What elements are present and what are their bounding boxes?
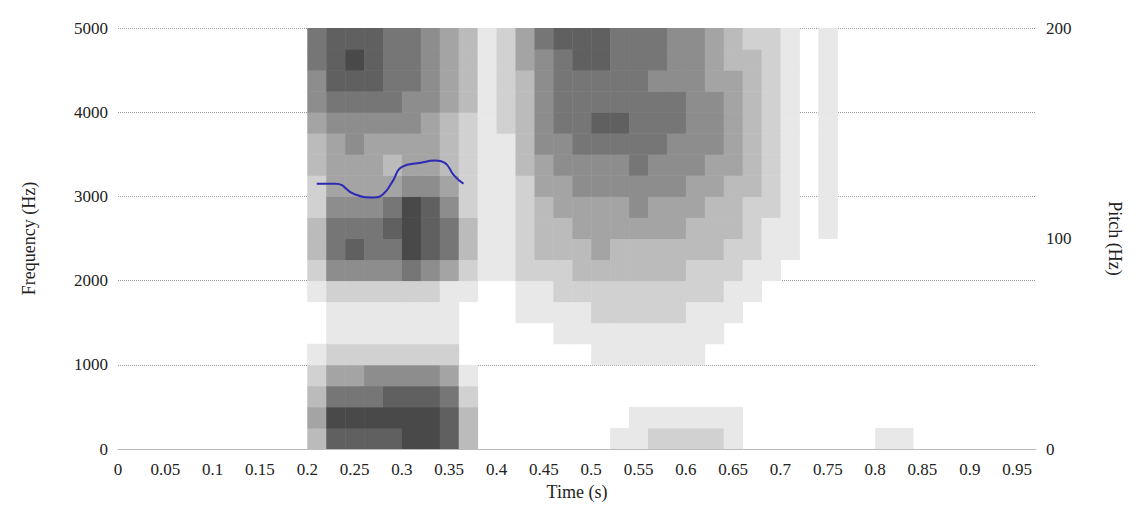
svg-text:0.5: 0.5 xyxy=(581,460,602,479)
svg-text:0.8: 0.8 xyxy=(864,460,885,479)
svg-text:1000: 1000 xyxy=(74,355,108,374)
svg-text:Frequency (Hz): Frequency (Hz) xyxy=(19,182,40,295)
svg-text:0.55: 0.55 xyxy=(624,460,654,479)
svg-text:0.65: 0.65 xyxy=(718,460,748,479)
svg-text:0: 0 xyxy=(100,440,109,459)
svg-text:Pitch (Hz): Pitch (Hz) xyxy=(1104,201,1125,275)
svg-text:0.1: 0.1 xyxy=(202,460,223,479)
svg-text:4000: 4000 xyxy=(74,103,108,122)
svg-text:0.05: 0.05 xyxy=(150,460,180,479)
svg-text:0.7: 0.7 xyxy=(770,460,792,479)
svg-text:0.95: 0.95 xyxy=(1002,460,1032,479)
svg-text:0.35: 0.35 xyxy=(434,460,464,479)
svg-text:0.2: 0.2 xyxy=(297,460,318,479)
svg-text:0.6: 0.6 xyxy=(675,460,696,479)
svg-text:0: 0 xyxy=(1046,440,1055,459)
svg-text:2000: 2000 xyxy=(74,271,108,290)
svg-text:0: 0 xyxy=(114,460,123,479)
svg-text:0.85: 0.85 xyxy=(908,460,938,479)
svg-text:0.9: 0.9 xyxy=(959,460,980,479)
svg-text:3000: 3000 xyxy=(74,187,108,206)
svg-text:Time (s): Time (s) xyxy=(547,482,608,503)
svg-text:0.25: 0.25 xyxy=(340,460,370,479)
svg-text:0.75: 0.75 xyxy=(813,460,843,479)
svg-text:200: 200 xyxy=(1046,19,1072,38)
svg-text:5000: 5000 xyxy=(74,19,108,38)
svg-text:0.4: 0.4 xyxy=(486,460,508,479)
svg-text:100: 100 xyxy=(1046,229,1072,248)
svg-text:0.45: 0.45 xyxy=(529,460,559,479)
svg-text:0.3: 0.3 xyxy=(391,460,412,479)
svg-text:0.15: 0.15 xyxy=(245,460,275,479)
